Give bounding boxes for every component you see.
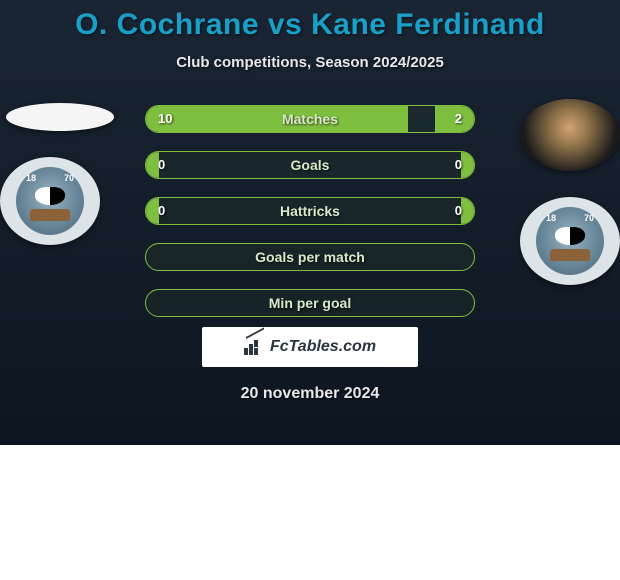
stat-label: Goals [146, 152, 474, 178]
player-left-name: O. Cochrane [75, 8, 259, 41]
player-left-avatar [6, 103, 114, 131]
title: O. Cochrane vs Kane Ferdinand [0, 8, 620, 42]
crest-year-right: 70 [584, 213, 594, 223]
subtitle: Club competitions, Season 2024/2025 [0, 54, 620, 71]
stat-label: Hattricks [146, 198, 474, 224]
player-right-name: Kane Ferdinand [311, 8, 545, 41]
stat-bar: Min per goal [145, 289, 475, 317]
crest-year-right: 70 [64, 173, 74, 183]
brand-text: FcTables.com [270, 338, 376, 356]
date-label: 20 november 2024 [0, 385, 620, 403]
stat-bar: 102Matches [145, 105, 475, 133]
stat-label: Min per goal [146, 290, 474, 316]
crest-year-left: 18 [26, 173, 36, 183]
brand-box: FcTables.com [202, 327, 418, 367]
stat-label: Matches [146, 106, 474, 132]
stat-label: Goals per match [146, 244, 474, 270]
crest-emblem: 18 70 [536, 207, 604, 275]
stat-bar: 00Hattricks [145, 197, 475, 225]
club-crest-right: 18 70 [520, 197, 620, 285]
stat-bar: Goals per match [145, 243, 475, 271]
stat-bar: 00Goals [145, 151, 475, 179]
crest-emblem: 18 70 [16, 167, 84, 235]
brand-chart-icon [244, 339, 264, 355]
comparison-card: O. Cochrane vs Kane Ferdinand Club compe… [0, 0, 620, 445]
crest-year-left: 18 [546, 213, 556, 223]
stat-bars: 102Matches 00Goals 00Hattricks Goals per ma… [145, 91, 475, 317]
club-crest-left: 18 70 [0, 157, 100, 245]
content-area: 18 70 18 70 102Matches 00Goals 00Hattricks… [0, 91, 620, 321]
player-right-avatar [520, 99, 620, 171]
vs-separator: vs [268, 8, 302, 41]
